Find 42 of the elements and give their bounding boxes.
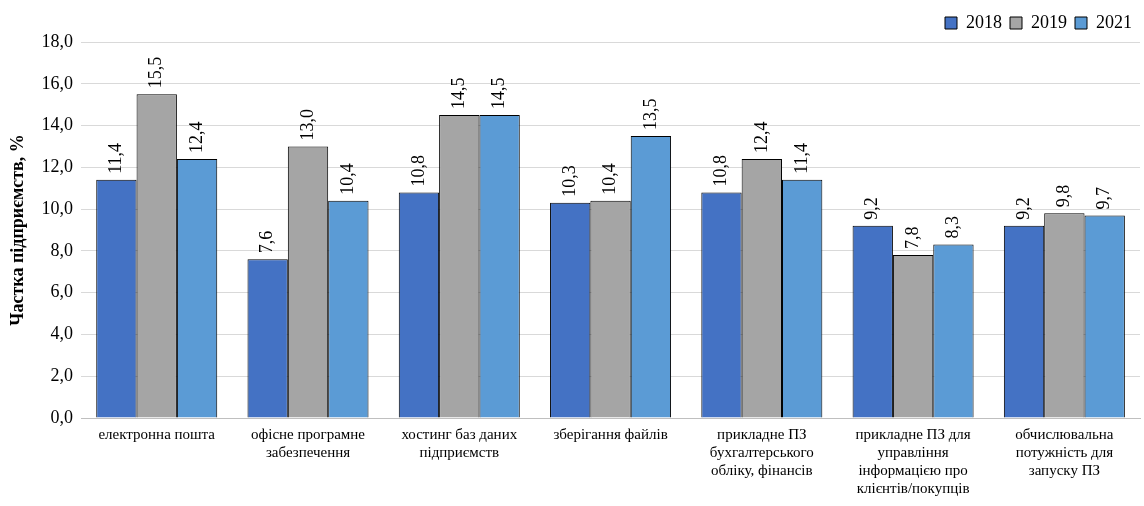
x-tick-label: хостинг баз даних підприємств	[401, 425, 518, 460]
y-tick-label: 4,0	[50, 323, 74, 344]
data-label: 7,8	[901, 226, 922, 250]
x-tick-label: офісне програмне забезпечення	[251, 425, 366, 460]
y-tick-label: 8,0	[50, 239, 74, 260]
legend-label: 2019	[1031, 11, 1067, 32]
y-tick-label: 6,0	[50, 281, 74, 302]
data-label: 9,2	[1012, 197, 1033, 220]
data-label: 10,3	[558, 165, 579, 197]
data-label: 10,4	[599, 163, 620, 195]
x-tick-label: електронна пошта	[98, 425, 216, 442]
x-tick-label: прикладне ПЗ бухгалтерського обліку, фінансів	[709, 425, 814, 478]
data-label: 14,5	[448, 77, 469, 110]
y-tick-label: 12,0	[41, 156, 74, 177]
x-tick-label: обчислювальна потужність для запуску ПЗ	[1015, 425, 1114, 478]
data-label: 13,0	[296, 108, 317, 141]
data-label: 13,5	[639, 98, 660, 130]
legend-label: 2021	[1096, 11, 1132, 32]
data-label: 11,4	[105, 143, 126, 174]
data-label: 10,4	[337, 163, 358, 195]
data-label: 14,5	[488, 77, 509, 110]
data-label: 9,7	[1093, 186, 1114, 210]
y-tick-label: 0,0	[50, 406, 74, 427]
y-axis-title: Частка підприємств, %	[7, 134, 28, 326]
x-tick-label: прикладне ПЗ для управління інформацією про клієнтів/покупців	[855, 425, 971, 496]
x-tick-label: зберігання файлів	[553, 425, 668, 442]
y-tick-label: 18,0	[41, 30, 74, 51]
data-label: 9,2	[861, 197, 882, 220]
data-label: 11,4	[790, 143, 811, 174]
y-tick-label: 16,0	[41, 72, 74, 93]
data-label: 10,8	[407, 154, 428, 187]
data-label: 12,4	[750, 121, 771, 153]
data-label: 8,3	[942, 216, 963, 239]
y-tick-label: 10,0	[41, 197, 74, 218]
data-label: 9,8	[1053, 184, 1074, 208]
data-label: 15,5	[145, 56, 166, 89]
data-label: 7,6	[256, 230, 277, 254]
data-label: 10,8	[710, 154, 731, 187]
y-tick-label: 2,0	[50, 364, 74, 385]
legend-label: 2018	[966, 11, 1002, 32]
data-label: 12,4	[185, 121, 206, 153]
y-tick-label: 14,0	[41, 114, 74, 135]
